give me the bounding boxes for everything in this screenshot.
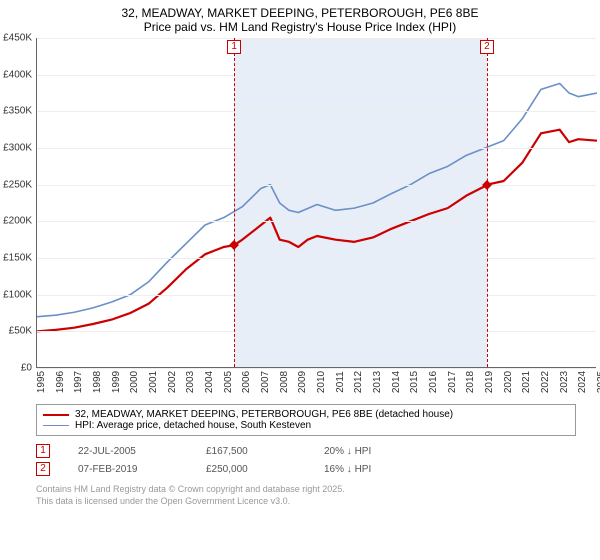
y-tick-label: £150K [3, 253, 32, 264]
x-tick-label: 2020 [503, 371, 514, 393]
marker-date: 22-JUL-2005 [78, 446, 178, 457]
line-chart: £0£50K£100K£150K£200K£250K£300K£350K£400… [36, 38, 596, 398]
x-tick-label: 2008 [279, 371, 290, 393]
x-tick-label: 2005 [223, 371, 234, 393]
x-tick-label: 2010 [316, 371, 327, 393]
attribution-line: Contains HM Land Registry data © Crown c… [36, 484, 600, 496]
title-line2: Price paid vs. HM Land Registry's House … [0, 20, 600, 34]
y-tick-label: £200K [3, 216, 32, 227]
marker-flag: 1 [227, 40, 241, 54]
marker-price: £250,000 [206, 464, 296, 475]
plot-area: 12 [36, 38, 596, 368]
marker-date: 07-FEB-2019 [78, 464, 178, 475]
marker-flag: 2 [480, 40, 494, 54]
series-price_paid [37, 130, 597, 332]
x-tick-label: 2021 [521, 371, 532, 393]
title-line1: 32, MEADWAY, MARKET DEEPING, PETERBOROUG… [0, 6, 600, 20]
x-tick-label: 1997 [73, 371, 84, 393]
marker-row: 1 22-JUL-2005 £167,500 20% ↓ HPI [36, 442, 576, 460]
x-tick-label: 2012 [353, 371, 364, 393]
x-tick-label: 2011 [335, 371, 346, 393]
sale-markers-table: 1 22-JUL-2005 £167,500 20% ↓ HPI 2 07-FE… [36, 442, 576, 478]
x-tick-label: 1995 [36, 371, 47, 393]
y-tick-label: £50K [9, 326, 32, 337]
y-tick-label: £300K [3, 143, 32, 154]
x-tick-label: 2018 [465, 371, 476, 393]
x-tick-label: 2023 [559, 371, 570, 393]
legend-row: 32, MEADWAY, MARKET DEEPING, PETERBOROUG… [43, 409, 569, 420]
x-tick-label: 2015 [409, 371, 420, 393]
x-tick-label: 2013 [372, 371, 383, 393]
marker-row: 2 07-FEB-2019 £250,000 16% ↓ HPI [36, 460, 576, 478]
x-tick-label: 2017 [447, 371, 458, 393]
legend-label: HPI: Average price, detached house, Sout… [75, 420, 311, 431]
series-hpi [37, 83, 597, 316]
x-tick-label: 2003 [185, 371, 196, 393]
attribution-line: This data is licensed under the Open Gov… [36, 496, 600, 508]
marker-pct: 20% ↓ HPI [324, 446, 414, 457]
marker-price: £167,500 [206, 446, 296, 457]
y-tick-label: £100K [3, 289, 32, 300]
x-tick-label: 1998 [92, 371, 103, 393]
x-tick-label: 2007 [260, 371, 271, 393]
x-tick-label: 2001 [148, 371, 159, 393]
x-tick-label: 2006 [241, 371, 252, 393]
x-tick-label: 2002 [167, 371, 178, 393]
attribution: Contains HM Land Registry data © Crown c… [36, 484, 600, 507]
x-axis: 1995 1996 1997 1998 1999 2000 2001 2002 2003 2004… [36, 368, 596, 398]
x-tick-label: 2004 [204, 371, 215, 393]
x-tick-label: 2019 [484, 371, 495, 393]
x-tick-label: 2009 [297, 371, 308, 393]
legend-row: HPI: Average price, detached house, Sout… [43, 420, 569, 431]
legend-swatch [43, 414, 69, 416]
y-tick-label: £350K [3, 106, 32, 117]
x-tick-label: 2024 [577, 371, 588, 393]
y-tick-label: £0 [21, 363, 32, 374]
marker-vline [234, 38, 235, 367]
legend: 32, MEADWAY, MARKET DEEPING, PETERBOROUG… [36, 404, 576, 436]
x-tick-label: 1999 [111, 371, 122, 393]
legend-label: 32, MEADWAY, MARKET DEEPING, PETERBOROUG… [75, 409, 453, 420]
y-tick-label: £450K [3, 33, 32, 44]
legend-swatch [43, 425, 69, 426]
x-tick-label: 2025 [596, 371, 600, 393]
chart-title: 32, MEADWAY, MARKET DEEPING, PETERBOROUG… [0, 0, 600, 38]
x-tick-label: 2022 [540, 371, 551, 393]
plot-svg [37, 38, 597, 368]
x-tick-label: 1996 [55, 371, 66, 393]
x-tick-label: 2016 [428, 371, 439, 393]
marker-badge: 1 [36, 444, 50, 458]
marker-pct: 16% ↓ HPI [324, 464, 414, 475]
x-tick-label: 2000 [129, 371, 140, 393]
marker-vline [487, 38, 488, 367]
y-tick-label: £400K [3, 69, 32, 80]
y-tick-label: £250K [3, 179, 32, 190]
marker-badge: 2 [36, 462, 50, 476]
y-axis: £0£50K£100K£150K£200K£250K£300K£350K£400… [0, 38, 34, 368]
x-tick-label: 2014 [391, 371, 402, 393]
